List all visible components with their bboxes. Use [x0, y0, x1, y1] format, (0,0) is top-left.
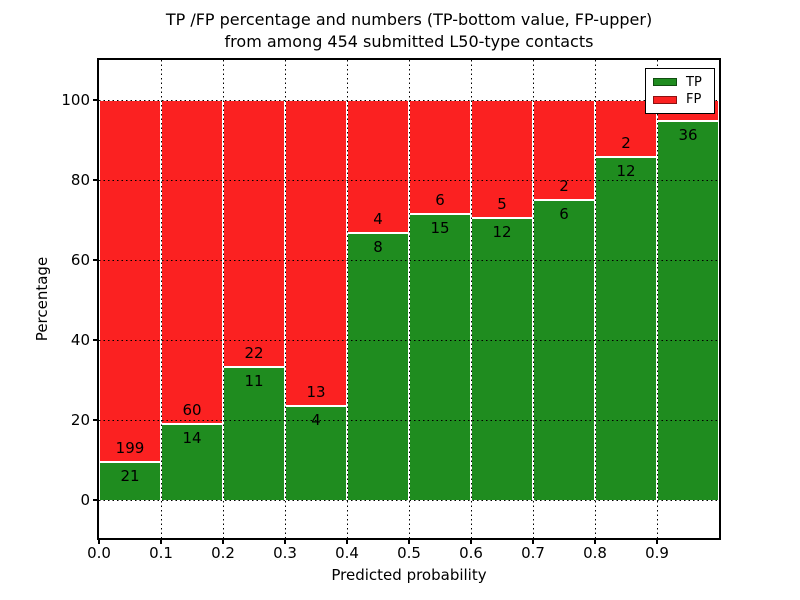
bar-segment-tp: [595, 157, 657, 500]
chart-title-line1: TP /FP percentage and numbers (TP-bottom…: [165, 10, 653, 29]
x-tick-mark: [160, 540, 162, 544]
gridline-horizontal: [99, 499, 719, 501]
tp-count-label: 6: [559, 205, 569, 223]
gridline-horizontal: [99, 419, 719, 421]
y-tick-label: 0: [80, 491, 90, 509]
y-tick-mark: [93, 259, 97, 261]
bar-segment-fp: [347, 100, 409, 234]
gridline-vertical: [656, 60, 658, 538]
x-tick-label: 0.4: [335, 544, 359, 562]
x-tick-mark: [284, 540, 286, 544]
x-tick-label: 0.7: [521, 544, 545, 562]
gridline-vertical: [284, 60, 286, 538]
y-tick-label: 20: [70, 411, 90, 429]
tp-count-label: 4: [311, 410, 321, 429]
y-tick-label: 100: [61, 91, 90, 109]
bar-segment-tp: [533, 200, 595, 500]
x-tick-label: 0.2: [211, 544, 235, 562]
y-axis-label: Percentage: [33, 256, 51, 342]
tp-count-label: 8: [373, 238, 383, 257]
fp-count-label: 2: [621, 134, 631, 153]
fp-count-label: 199: [115, 438, 145, 457]
legend: TP FP: [645, 68, 715, 114]
plot-area: TP FP 21199146011224138415612562122362: [97, 58, 721, 540]
legend-swatch-fp: [653, 95, 677, 104]
gridline-vertical: [594, 60, 596, 538]
gridline-horizontal: [99, 339, 719, 341]
fp-count-label: 22: [244, 343, 264, 362]
bar-segment-tp: [161, 424, 223, 500]
x-tick-label: 0.6: [459, 544, 483, 562]
x-tick-mark: [408, 540, 410, 544]
tp-count-label: 15: [430, 219, 450, 238]
bar-segment-tp: [285, 405, 347, 500]
x-tick-label: 0.0: [87, 544, 111, 562]
fp-count-label: 4: [373, 210, 383, 229]
x-tick-mark: [656, 540, 658, 544]
bar-segment-tp: [657, 121, 719, 500]
bar-segment-tp: [409, 214, 471, 500]
x-tick-label: 0.9: [645, 544, 669, 562]
gridline-vertical: [532, 60, 534, 538]
fp-count-label: 13: [306, 382, 326, 401]
x-tick-label: 0.3: [273, 544, 297, 562]
x-tick-mark: [346, 540, 348, 544]
y-tick-mark: [93, 339, 97, 341]
gridline-vertical: [470, 60, 472, 538]
y-tick-mark: [93, 99, 97, 101]
y-tick-mark: [93, 419, 97, 421]
legend-swatch-tp: [653, 78, 677, 87]
fp-count-label: 60: [182, 401, 202, 420]
bar-segment-fp: [161, 100, 223, 425]
gridline-horizontal: [99, 259, 719, 261]
tp-count-label: 11: [244, 371, 264, 390]
x-tick-mark: [222, 540, 224, 544]
x-tick-label: 0.1: [149, 544, 173, 562]
legend-label-tp: TP: [686, 74, 702, 90]
tp-count-label: 21: [120, 466, 140, 485]
gridline-horizontal: [99, 99, 719, 101]
y-tick-mark: [93, 179, 97, 181]
y-tick-mark: [93, 499, 97, 501]
bar-segment-fp: [99, 100, 161, 462]
gridline-vertical: [222, 60, 224, 538]
fp-count-label: 5: [497, 194, 507, 213]
bar-segment-fp: [409, 100, 471, 215]
gridline-vertical: [160, 60, 162, 538]
x-tick-mark: [532, 540, 534, 544]
fp-count-label: 6: [435, 191, 445, 210]
x-tick-label: 0.8: [583, 544, 607, 562]
y-tick-label: 80: [70, 171, 90, 189]
y-tick-label: 40: [70, 331, 90, 349]
legend-label-fp: FP: [686, 92, 702, 108]
fp-count-label: 2: [559, 177, 569, 195]
x-tick-mark: [594, 540, 596, 544]
tp-count-label: 36: [678, 126, 698, 145]
bar-segment-fp: [223, 100, 285, 367]
tp-count-label: 12: [616, 162, 636, 181]
tp-count-label: 14: [182, 429, 202, 448]
tp-count-label: 12: [492, 222, 512, 241]
legend-item-fp: FP: [653, 93, 707, 106]
chart-title: TP /FP percentage and numbers (TP-bottom…: [99, 9, 719, 53]
bar-segment-tp: [99, 461, 161, 500]
x-tick-mark: [98, 540, 100, 544]
y-tick-label: 60: [70, 251, 90, 269]
x-tick-mark: [470, 540, 472, 544]
x-axis-label: Predicted probability: [331, 566, 487, 584]
x-tick-label: 0.5: [397, 544, 421, 562]
gridline-vertical: [408, 60, 410, 538]
legend-item-tp: TP: [653, 76, 707, 89]
bar-segment-tp: [347, 233, 409, 500]
gridline-vertical: [346, 60, 348, 538]
bar-segment-fp: [285, 100, 347, 406]
gridline-horizontal: [99, 179, 719, 181]
chart-title-line2: from among 454 submitted L50-type contac…: [224, 32, 594, 51]
